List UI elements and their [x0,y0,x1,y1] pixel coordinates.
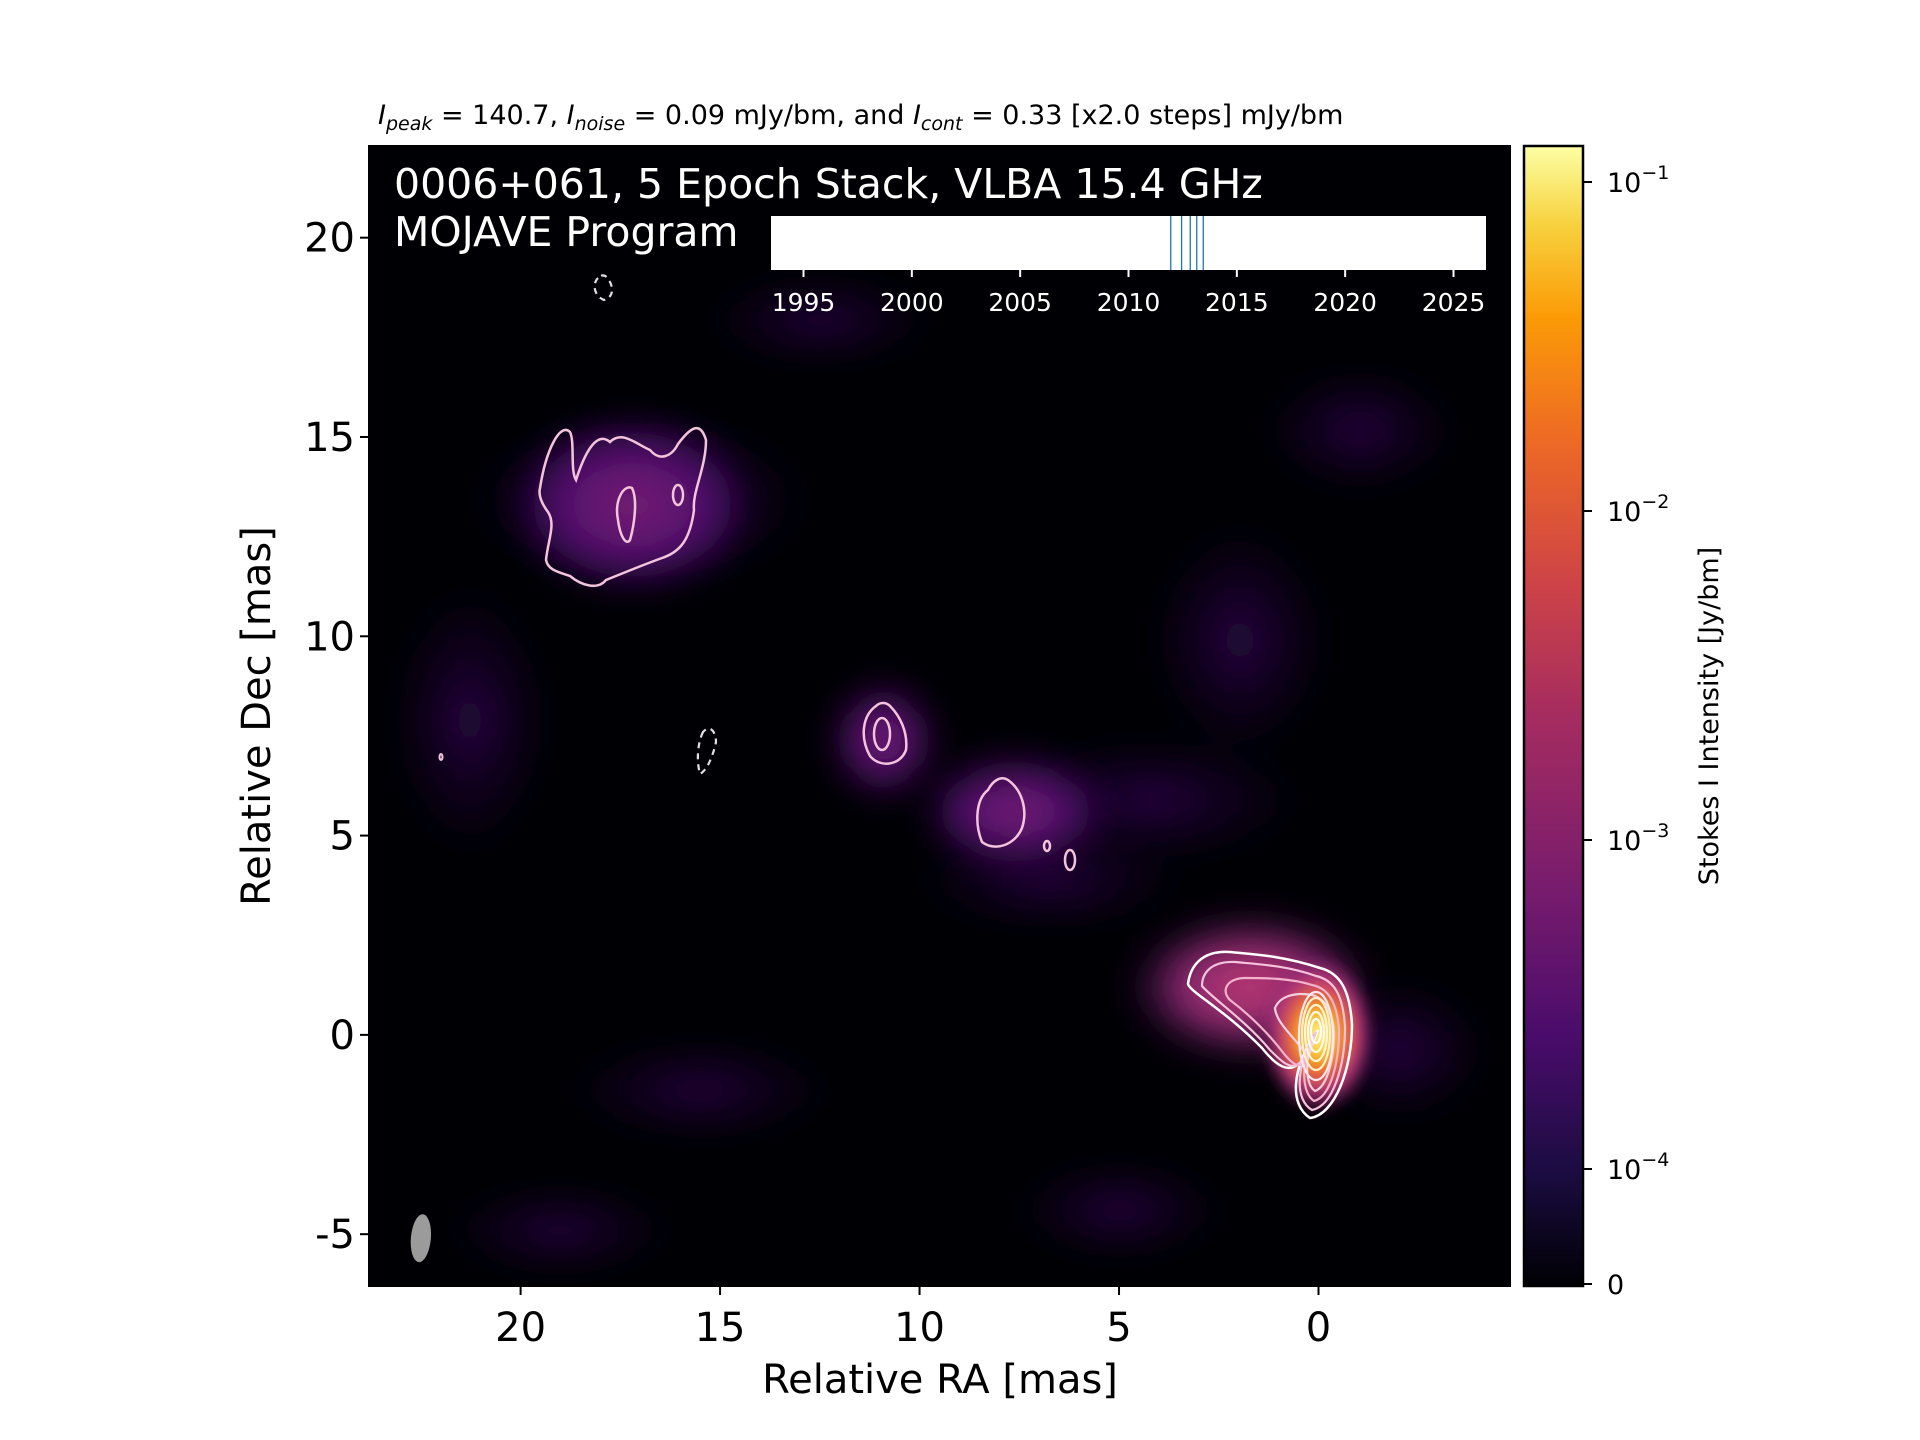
knot-a-contour [976,777,1026,848]
colorbar-tick-label: 0 [1607,1270,1624,1301]
x-axis-label: Relative RA [mas] [762,1357,1118,1403]
knot-b-outer-contour [862,701,908,765]
emission-layer [390,274,1490,1270]
x-tick-label: 20 [495,1305,546,1351]
map-statistics-header: Ipeak = 140.7, Inoise = 0.09 mJy/bm, and… [378,100,1344,135]
x-tick-label: 15 [695,1305,746,1351]
colorbar: 10−1 10−2 10−3 10−4 0 Stokes I Intensity [Jy… [1522,144,1725,1301]
colorbar-ticks: 10−1 10−2 10−3 10−4 0 [1583,162,1669,1301]
timeline-tick-label: 2005 [988,288,1052,317]
timeline-tick-label: 2025 [1422,288,1486,317]
x-tick-label: 0 [1306,1305,1331,1351]
x-tick-label: 5 [1106,1305,1131,1351]
y-axis-label: Relative Dec [mas] [234,526,280,906]
outer-lobe-inner-contour [615,486,637,543]
west-small-contour [438,753,444,761]
colorbar-gradient [1524,146,1583,1286]
knot-b-inner-contour [872,716,892,752]
timeline-tick-label: 2010 [1097,288,1161,317]
negative-contour-mid [696,727,718,776]
knot-b-emission [833,684,934,795]
core-contours [1186,950,1354,1120]
image-frame [368,145,1511,1287]
x-axis: 20 15 10 5 0 [495,1286,1331,1351]
timeline-tick-label: 2015 [1205,288,1269,317]
timeline-tick-label: 2000 [880,288,944,317]
small-contour-b [1063,848,1077,872]
y-tick-label: 0 [330,1013,355,1059]
epoch-timeline: 1995 2000 2005 2010 2015 2020 2025 [771,216,1486,317]
image-panel: 0006+061, 5 Epoch Stack, VLBA 15.4 GHz M… [368,145,1511,1287]
colorbar-label: Stokes I Intensity [Jy/bm] [1694,547,1725,885]
negative-contour-top [593,274,614,302]
timeline-box [771,216,1486,270]
y-tick-label: -5 [315,1212,355,1258]
outer-lobe-small-contour [671,483,685,507]
colorbar-tick-label: 10−2 [1607,491,1669,528]
y-tick-label: 10 [304,614,355,660]
y-axis: 20 15 10 5 0 -5 [304,216,369,1258]
outer-lobe-contour [538,427,708,588]
colorbar-tick-label: 10−4 [1607,1149,1669,1186]
timeline-tick-label: 2020 [1313,288,1377,317]
contours [438,274,1354,1120]
y-tick-label: 15 [304,415,355,461]
x-tick-label: 10 [894,1305,945,1351]
beam-ellipse [410,1214,432,1263]
source-title: 0006+061, 5 Epoch Stack, VLBA 15.4 GHz [394,160,1263,208]
program-title: MOJAVE Program [394,208,738,256]
y-tick-label: 5 [330,814,355,860]
y-tick-label: 20 [304,216,355,262]
timeline-tick-label: 1995 [772,288,836,317]
colorbar-tick-label: 10−3 [1607,820,1669,857]
small-contour-a [1042,839,1052,853]
colorbar-frame [1522,144,1585,1288]
knot-a-emission [925,756,1106,867]
colorbar-tick-label: 10−1 [1607,162,1669,199]
